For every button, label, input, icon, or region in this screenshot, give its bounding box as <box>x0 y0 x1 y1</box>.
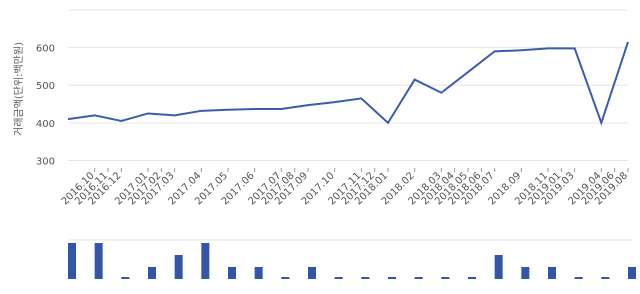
y-tick-label: 300 <box>36 156 55 167</box>
bar <box>628 267 636 279</box>
bar <box>494 255 503 279</box>
bar <box>601 277 610 279</box>
y-axis-title: 거래금액(단위:백만원) <box>12 42 25 136</box>
y-tick-label: 400 <box>36 119 55 130</box>
bar <box>68 243 76 279</box>
bar <box>521 267 530 279</box>
y-tick-label: 500 <box>36 81 55 92</box>
bar <box>414 277 423 279</box>
bar <box>308 267 316 279</box>
bar <box>361 277 370 279</box>
bar <box>94 243 103 279</box>
bar <box>228 267 236 279</box>
bar <box>254 267 263 279</box>
bar <box>281 277 290 279</box>
bar <box>574 277 583 279</box>
line <box>67 41 629 126</box>
bar <box>388 277 396 279</box>
bar <box>468 277 476 279</box>
bar <box>441 277 450 279</box>
bar <box>174 255 183 279</box>
bar <box>201 243 210 279</box>
bar <box>334 277 343 279</box>
bar <box>148 267 156 279</box>
bar <box>121 277 130 279</box>
bar <box>548 267 556 279</box>
y-tick-label: 600 <box>36 44 55 55</box>
